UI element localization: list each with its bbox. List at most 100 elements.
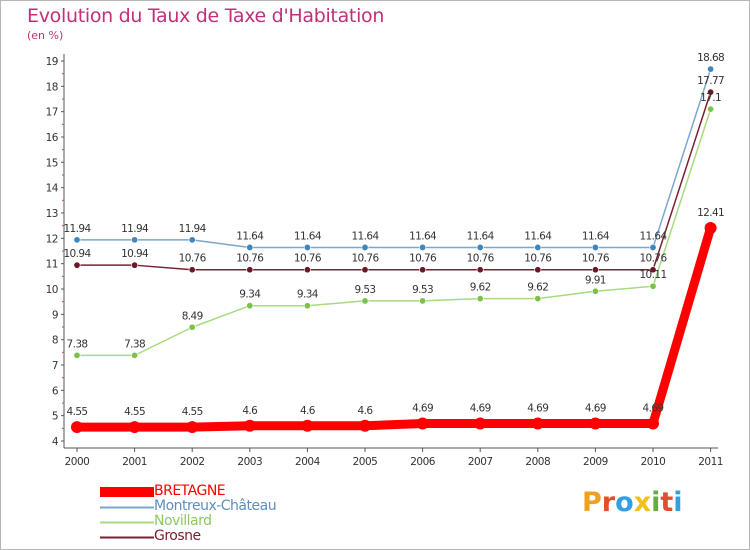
data-point [531, 417, 544, 430]
data-label: 4.69 [527, 403, 548, 415]
data-point [591, 287, 599, 295]
data-label: 9.53 [412, 284, 433, 296]
y-tick-label: 16 [46, 132, 59, 144]
data-label: 9.53 [355, 284, 376, 296]
data-point [246, 266, 254, 274]
logo-letter: o [615, 487, 634, 518]
data-point [73, 236, 81, 244]
y-tick-label: 15 [46, 157, 58, 169]
x-tick-label: 2004 [295, 456, 321, 468]
y-tick-label: 4 [52, 436, 59, 448]
data-point [476, 243, 484, 251]
data-point [303, 302, 311, 310]
y-tick-label: 6 [52, 385, 59, 397]
data-label: 10.76 [351, 253, 379, 265]
data-label: 4.6 [300, 405, 316, 417]
data-label: 4.55 [124, 406, 145, 418]
legend-item-novillard[interactable]: Novillard [100, 514, 320, 529]
y-tick-label: 12 [46, 233, 58, 245]
data-point [131, 261, 139, 269]
series-line [76, 68, 712, 249]
data-label: 18.68 [697, 52, 724, 64]
data-label: 4.69 [643, 403, 664, 415]
legend-label-novillard: Novillard [154, 513, 212, 529]
data-point [303, 266, 311, 274]
legend-item-grosne[interactable]: Grosne [100, 529, 320, 544]
y-tick-label: 17 [46, 107, 58, 119]
data-label: 4.69 [470, 403, 491, 415]
data-label: 4.55 [67, 406, 88, 418]
data-point [476, 266, 484, 274]
data-label: 9.34 [239, 289, 261, 301]
series-line [76, 91, 712, 271]
legend-label-bretagne: BRETAGNE [154, 483, 226, 499]
legend-item-montreux-chateau[interactable]: Montreux-Château [100, 499, 320, 514]
legend-item-bretagne[interactable]: BRETAGNE [100, 484, 320, 499]
data-label: 10.76 [467, 253, 495, 265]
data-label: 10.76 [524, 253, 552, 265]
x-tick-label: 2003 [237, 456, 262, 468]
chart-title: Evolution du Taux de Taxe d'Habitation [27, 5, 385, 27]
x-tick-label: 2011 [698, 456, 723, 468]
data-label: 11.64 [467, 230, 495, 242]
logo-letter: t [660, 487, 674, 518]
data-label: 7.38 [67, 338, 88, 350]
y-tick-label: 11 [46, 259, 58, 271]
data-point [301, 419, 314, 432]
data-label: 11.64 [294, 230, 322, 242]
data-label: 9.62 [527, 282, 548, 294]
data-label: 11.94 [63, 223, 91, 235]
y-tick-label: 5 [52, 411, 58, 423]
chart-legend: BRETAGNE Montreux-Château Novillard Gros… [100, 484, 320, 544]
data-point [474, 417, 487, 430]
data-label: 7.38 [124, 338, 145, 350]
legend-swatch-bretagne [100, 487, 154, 497]
x-tick-label: 2008 [525, 456, 550, 468]
y-tick-label: 9 [52, 309, 58, 321]
data-point [707, 88, 715, 96]
data-label: 11.94 [179, 223, 207, 235]
data-point [534, 266, 542, 274]
data-point [649, 266, 657, 274]
data-label: 4.6 [242, 405, 258, 417]
data-point [303, 243, 311, 251]
data-label: 11.94 [121, 223, 149, 235]
data-label: 11.64 [582, 230, 610, 242]
data-label: 11.64 [236, 230, 264, 242]
data-point [416, 417, 429, 430]
data-label: 10.94 [121, 248, 149, 260]
data-point [704, 221, 717, 234]
data-point [649, 282, 657, 290]
data-point [73, 261, 81, 269]
data-point [419, 243, 427, 251]
data-label: 10.76 [409, 253, 437, 265]
x-tick-label: 2006 [410, 456, 436, 468]
data-label: 10.94 [63, 248, 91, 260]
x-tick-label: 2007 [468, 456, 493, 468]
logo-letter: i [651, 487, 661, 518]
data-point [246, 302, 254, 310]
y-tick-label: 14 [46, 183, 59, 195]
data-point [186, 421, 199, 434]
data-point [649, 243, 657, 251]
legend-swatch-novillard [100, 521, 154, 524]
data-point [647, 417, 659, 430]
data-label: 17.1 [700, 92, 721, 104]
data-label: 12.41 [697, 207, 724, 219]
logo-letter: P [582, 487, 602, 518]
legend-swatch-montreux-chateau [100, 506, 154, 509]
data-point [361, 297, 369, 305]
data-label: 4.6 [358, 405, 374, 417]
data-point [419, 266, 427, 274]
data-label: 10.76 [236, 253, 264, 265]
legend-label-grosne: Grosne [154, 528, 201, 544]
data-point [419, 297, 427, 305]
data-label: 10.76 [294, 253, 322, 265]
data-point [589, 417, 602, 430]
proxiti-logo: Proxiti [582, 487, 683, 518]
data-point [188, 236, 196, 244]
data-point [707, 105, 715, 113]
logo-letter: i [673, 487, 683, 518]
y-tick-label: 18 [46, 81, 58, 93]
